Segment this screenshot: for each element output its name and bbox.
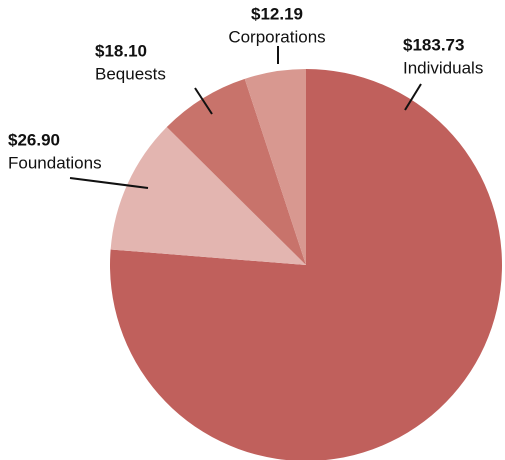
category-label: Bequests bbox=[95, 64, 166, 83]
value-label: $12.19 bbox=[251, 4, 303, 23]
category-label: Individuals bbox=[403, 58, 483, 77]
leader-line bbox=[194, 87, 213, 115]
value-label: $183.73 bbox=[403, 35, 464, 54]
pie-slice bbox=[166, 78, 306, 265]
category-label: Foundations bbox=[8, 153, 102, 172]
pie-slice bbox=[110, 69, 502, 460]
pie-slice bbox=[244, 69, 306, 265]
value-label: $26.90 bbox=[8, 130, 60, 149]
value-label: $18.10 bbox=[95, 41, 147, 60]
category-label: Corporations bbox=[228, 27, 325, 46]
pie-slice bbox=[110, 127, 306, 265]
leader-line bbox=[69, 177, 149, 189]
leader-line bbox=[404, 83, 422, 111]
